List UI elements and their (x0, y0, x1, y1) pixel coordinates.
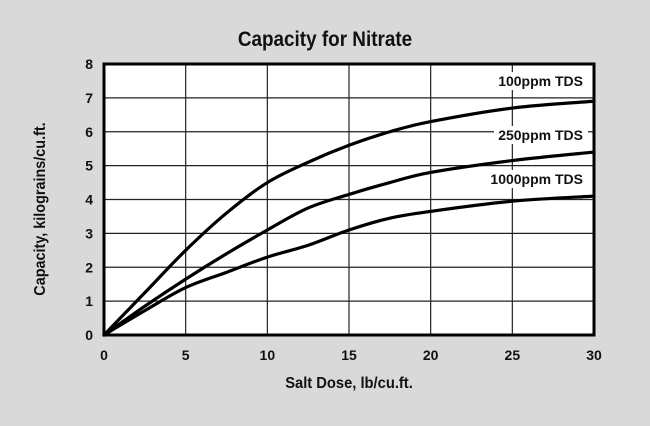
chart-title: Capacity for Nitrate (237, 28, 413, 51)
x-tick-label: 5 (182, 347, 190, 363)
series-line (102, 150, 596, 337)
y-axis-ticks: 0 1 2 3 4 5 6 7 8 (85, 56, 93, 343)
series-label: 100ppm TDS (498, 73, 583, 89)
x-axis-label: Salt Dose, lb/cu.ft. (285, 375, 413, 392)
y-tick-label: 7 (85, 90, 93, 106)
series-line (102, 99, 596, 337)
x-tick-label: 10 (260, 347, 276, 363)
x-tick-label: 20 (423, 347, 439, 363)
series-line (102, 194, 596, 337)
y-tick-label: 3 (85, 225, 93, 241)
x-tick-label: 25 (505, 347, 521, 363)
series-label-background (494, 126, 588, 144)
series-label-background (494, 72, 588, 90)
y-tick-label: 2 (85, 259, 93, 275)
series-lines (102, 99, 596, 337)
plot-border (102, 62, 596, 337)
y-tick-label: 1 (85, 293, 93, 309)
x-tick-label: 0 (100, 347, 108, 363)
y-tick-label: 5 (85, 158, 93, 174)
series-label: 250ppm TDS (498, 127, 583, 143)
x-axis-ticks: 0 5 10 15 20 25 30 (100, 347, 602, 363)
plot-frame (102, 62, 596, 337)
series-labels: 100ppm TDS 250ppm TDS 1000ppm TDS (485, 72, 588, 188)
series-label: 1000ppm TDS (490, 171, 583, 187)
series-label-background (485, 170, 588, 188)
y-tick-label: 8 (85, 56, 93, 72)
y-tick-label: 4 (85, 192, 93, 208)
x-tick-label: 15 (341, 347, 357, 363)
y-tick-label: 6 (85, 124, 93, 140)
x-tick-label: 30 (586, 347, 602, 363)
y-tick-label: 0 (85, 327, 93, 343)
